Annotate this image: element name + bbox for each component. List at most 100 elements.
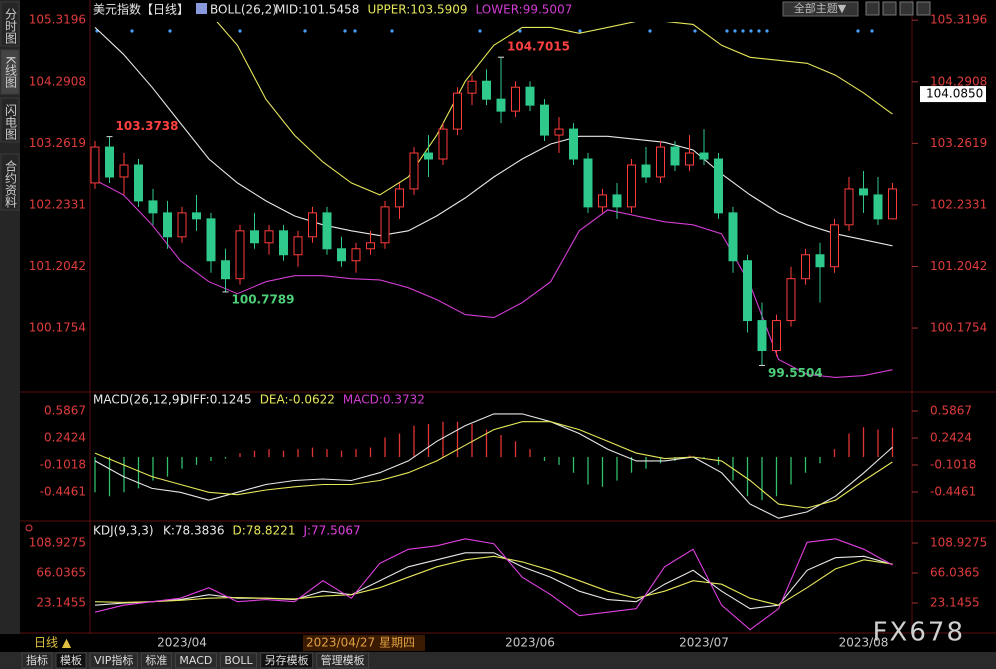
tab-label[interactable]: 模板 xyxy=(60,653,82,667)
sidebar-tab-label[interactable]: 闪电图 xyxy=(4,104,18,140)
candle-body xyxy=(641,164,651,178)
tab[interactable] xyxy=(55,652,87,669)
extreme-label: 104.7015 xyxy=(507,40,570,54)
x-tick-label: 2023/06 xyxy=(505,636,555,650)
candle-body xyxy=(482,80,491,100)
candle-body xyxy=(221,260,230,280)
y-tick-label: 66.0365 xyxy=(930,566,980,580)
candle-body xyxy=(714,158,723,214)
candle-body xyxy=(757,320,767,352)
tab[interactable] xyxy=(140,652,172,669)
icon-button[interactable] xyxy=(899,1,914,16)
tab-label[interactable]: BOLL xyxy=(224,654,253,667)
candle-body xyxy=(830,224,839,268)
cursor-price-box xyxy=(920,86,986,103)
tab[interactable] xyxy=(174,652,217,669)
period-label[interactable]: 日线 ▲ xyxy=(34,636,72,650)
y-tick-label: 108.9275 xyxy=(29,536,86,550)
x-tick-label: 2023/08 xyxy=(839,636,889,650)
candle-body xyxy=(235,230,245,280)
candle-body xyxy=(786,278,796,322)
candle-body xyxy=(467,80,477,94)
candle-body xyxy=(743,260,752,322)
y-tick-label: 101.2042 xyxy=(29,259,86,273)
candle-body xyxy=(177,212,187,238)
candle-body xyxy=(163,212,172,238)
period-box[interactable] xyxy=(30,635,88,651)
tab[interactable] xyxy=(89,652,138,669)
candle-body xyxy=(90,146,100,184)
y-tick-label: 0.2424 xyxy=(44,430,86,444)
theme-button[interactable] xyxy=(782,1,859,17)
chart-title: 美元指数【日线】 xyxy=(93,2,189,17)
candle-body xyxy=(424,152,433,160)
icon-button[interactable] xyxy=(882,1,897,16)
theme-button-label[interactable]: 全部主题▼ xyxy=(794,1,847,15)
y-tick-label: 104.2908 xyxy=(930,74,987,88)
legend-entry: J:77.5067 xyxy=(302,524,360,538)
y-tick-label: 23.1455 xyxy=(36,596,86,610)
tab[interactable] xyxy=(219,652,258,669)
sidebar-tab-label[interactable]: 分时图 xyxy=(4,8,18,44)
tab[interactable] xyxy=(316,652,370,669)
sidebar-tab-label[interactable]: K线图 xyxy=(4,56,18,88)
sidebar-tab[interactable] xyxy=(0,153,20,211)
sidebar-tab[interactable] xyxy=(0,97,20,143)
icon-button[interactable] xyxy=(916,1,931,16)
candle-body xyxy=(250,230,259,244)
indicator-line xyxy=(94,413,893,519)
candle-body xyxy=(105,146,114,178)
candle-body xyxy=(308,212,317,238)
candle-body xyxy=(134,164,143,202)
cursor-date: 2023/04/27 星期四 xyxy=(306,636,415,650)
y-tick-label: 101.2042 xyxy=(930,259,987,273)
candle-body xyxy=(685,152,694,166)
candle-body xyxy=(206,218,216,262)
sidebar-tab-label[interactable]: 合约资料 xyxy=(4,159,18,208)
candle-body xyxy=(279,230,288,256)
candle-body xyxy=(612,194,622,208)
tab[interactable] xyxy=(260,652,314,669)
indicator-line xyxy=(94,555,893,606)
candle-body xyxy=(844,188,854,226)
extreme-label: 100.7789 xyxy=(232,292,295,306)
signal-dots xyxy=(95,29,874,33)
candle-body xyxy=(380,206,390,244)
tab-label[interactable]: 标准 xyxy=(145,653,167,667)
candle-body xyxy=(119,164,129,178)
tab[interactable] xyxy=(21,652,53,669)
watermark: FX678 xyxy=(873,618,965,648)
tab-label[interactable]: 指标 xyxy=(26,653,48,667)
y-tick-label: 105.3196 xyxy=(930,13,987,27)
sidebar-tab[interactable] xyxy=(0,49,20,95)
y-tick-label: 105.3196 xyxy=(29,13,86,27)
candle-body xyxy=(438,128,448,160)
y-tick-label: 104.2908 xyxy=(29,74,86,88)
tab-label[interactable]: MACD xyxy=(179,654,212,667)
candle-body xyxy=(351,248,361,262)
icon-button[interactable] xyxy=(865,1,880,16)
candle-body xyxy=(772,320,781,352)
indicator-line xyxy=(94,538,893,631)
legend-entry: D:78.8221 xyxy=(233,524,296,538)
candle-body xyxy=(322,212,332,250)
candle-body xyxy=(699,152,709,160)
tab-label[interactable]: VIP指标 xyxy=(94,653,133,667)
indicator-line xyxy=(94,179,893,378)
tab-label[interactable]: 管理模板 xyxy=(321,653,365,667)
y-tick-label: -0.4461 xyxy=(930,485,976,499)
y-tick-label: 108.9275 xyxy=(930,536,987,550)
candle-body xyxy=(569,128,578,160)
candle-body xyxy=(656,146,665,178)
tab-label[interactable]: 另存模板 xyxy=(265,653,309,667)
indicator-line xyxy=(94,27,893,247)
candle-body xyxy=(801,254,810,280)
indicator-label: MACD(26,12,9) xyxy=(93,393,184,407)
legend-entry: MID:101.5458 xyxy=(275,3,359,17)
indicator-icon xyxy=(196,3,207,14)
candle-body xyxy=(815,254,825,268)
candle-body xyxy=(859,188,868,196)
y-tick-label: 102.2331 xyxy=(930,197,987,211)
sidebar-tab[interactable] xyxy=(0,1,20,47)
